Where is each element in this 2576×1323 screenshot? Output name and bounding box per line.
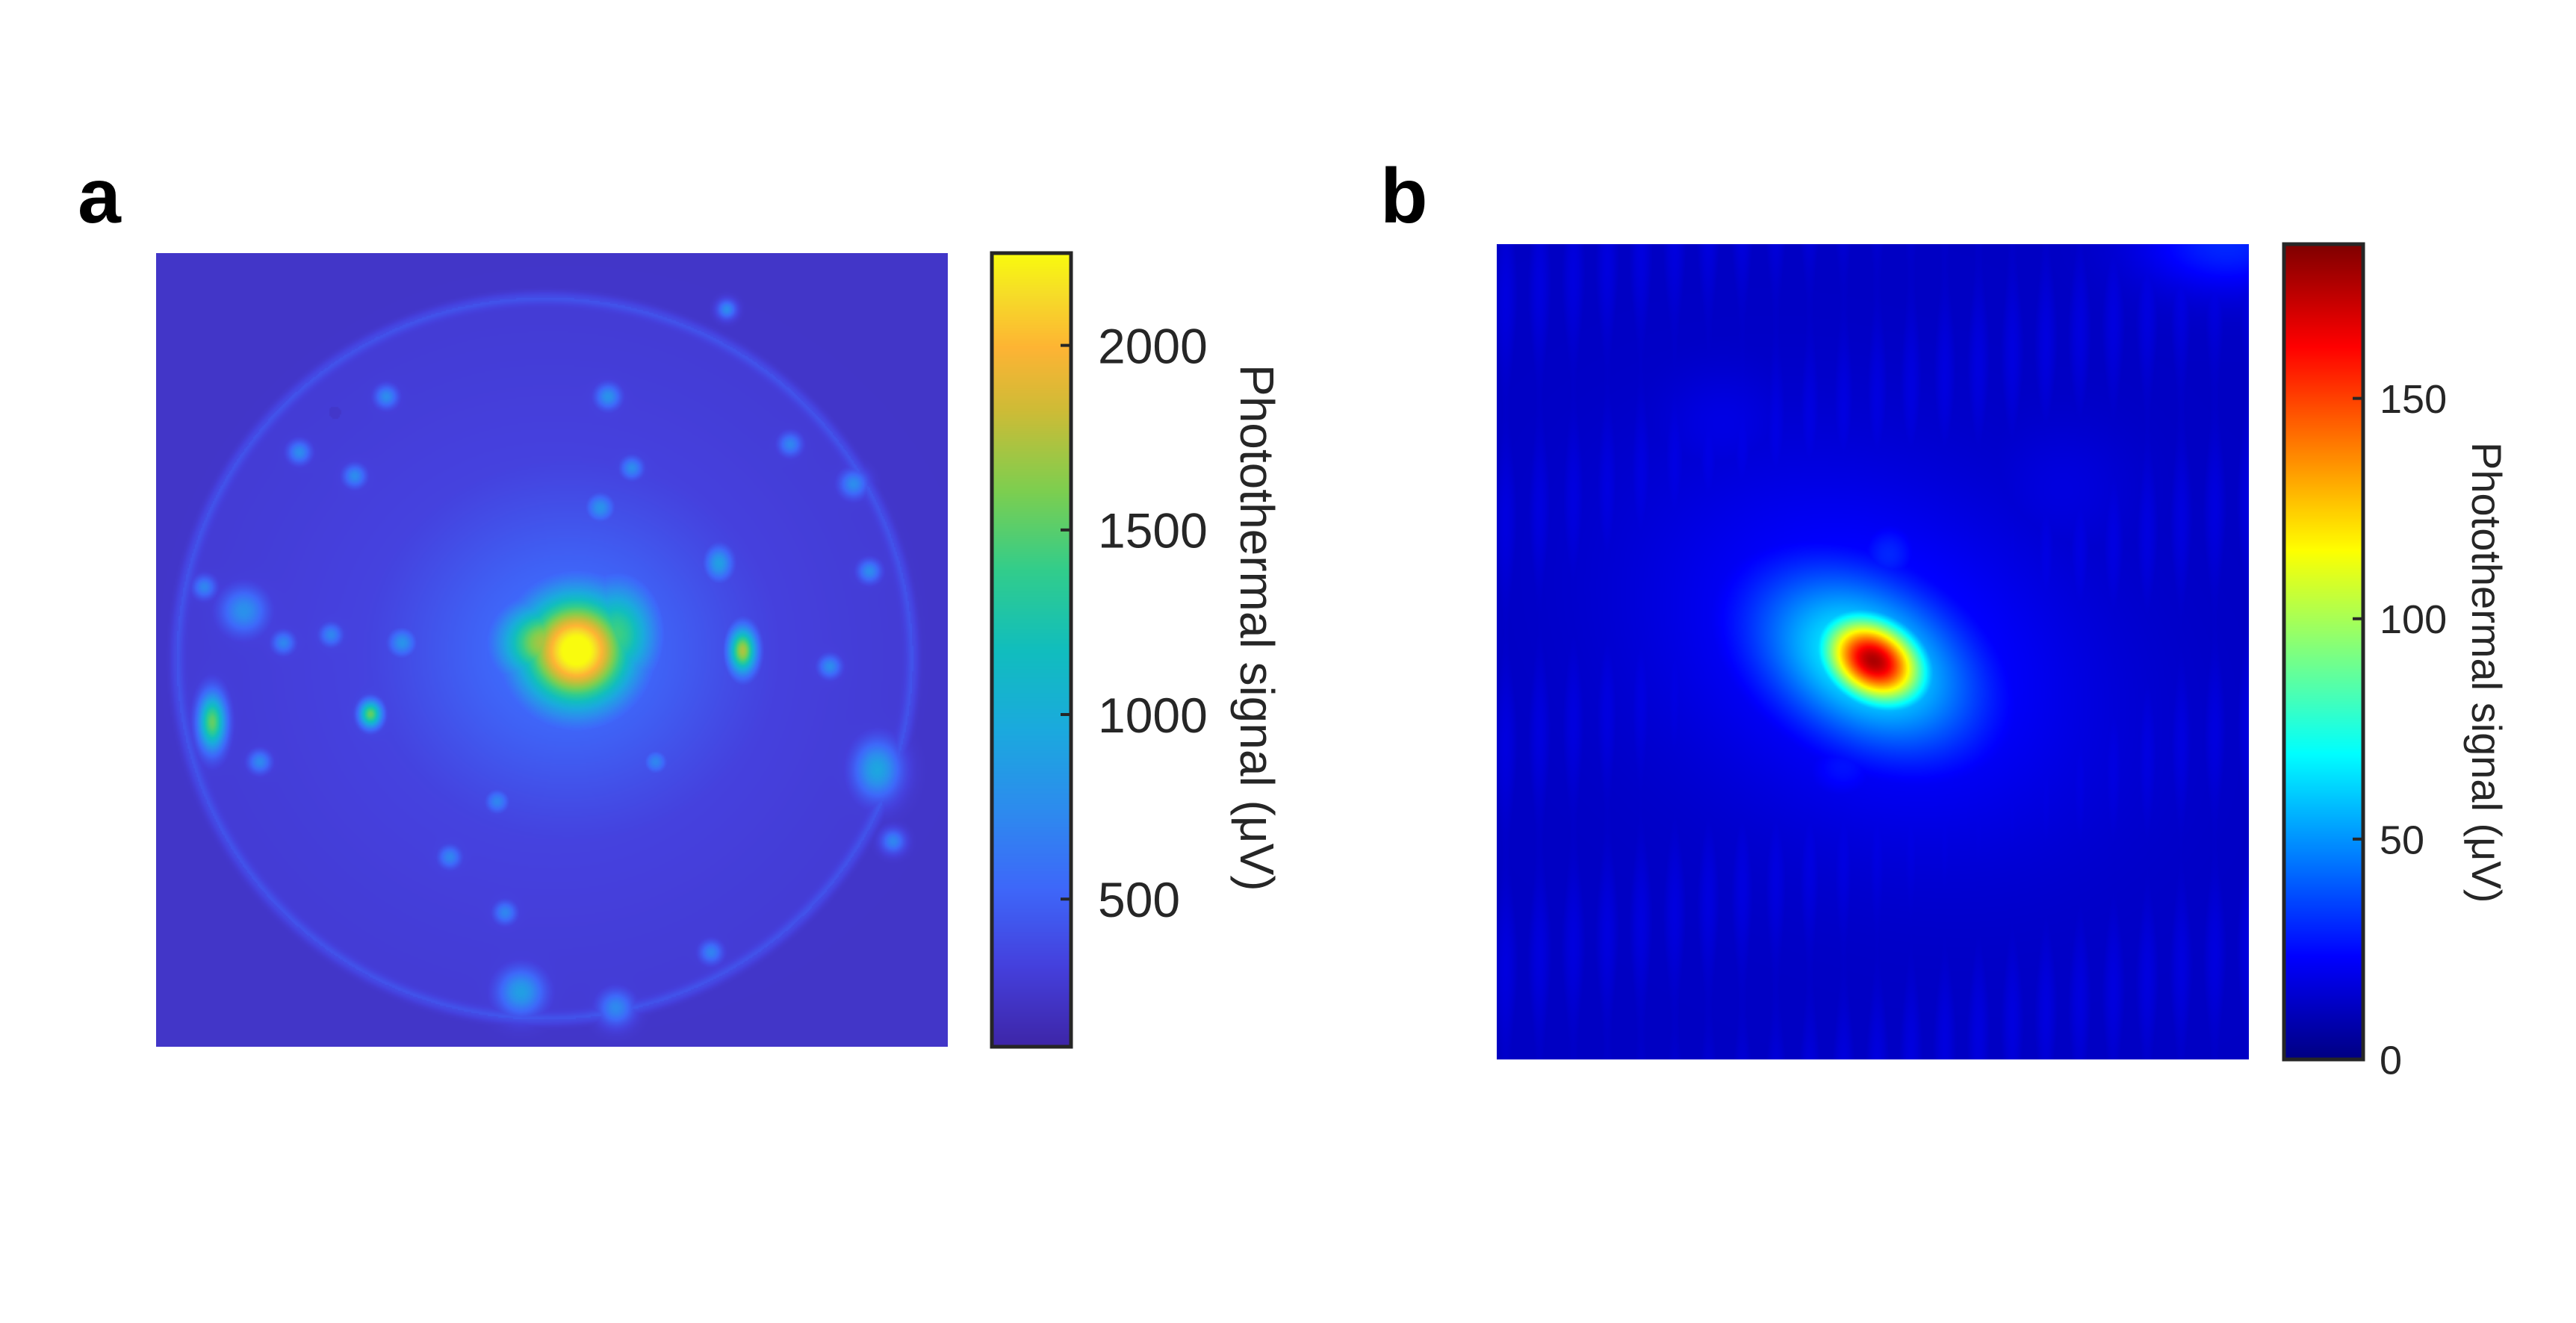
colorbar-tick-label: 100	[2380, 597, 2447, 642]
colorbar-a-frame	[990, 251, 1073, 1049]
panel-label-a: a	[78, 153, 122, 240]
colorbar-tick-label: 50	[2380, 818, 2424, 862]
colorbar-tick-label: 1500	[1098, 503, 1208, 558]
heatmap-b	[1497, 244, 2249, 1059]
panel-a: a 500 1000 1500 2000 Photothermal signal (μ…	[78, 153, 1284, 1049]
colorbar-b-label: Photothermal signal (μV)	[2463, 442, 2510, 903]
colorbar-b-frame	[2282, 242, 2365, 1062]
heatmap-a	[156, 253, 948, 1047]
colorbar-a-ticks: 500 1000 1500 2000	[1061, 318, 1208, 927]
panel-b: b 0 50 100 150 Photothermal signal (μV)	[1380, 153, 2510, 1083]
panel-label-b: b	[1380, 153, 1428, 240]
colorbar-tick-label: 0	[2380, 1038, 2402, 1083]
colorbar-tick-label: 500	[1098, 872, 1180, 927]
colorbar-b: 0 50 100 150 Photothermal signal (μV)	[2282, 242, 2510, 1083]
colorbar-a-label: Photothermal signal (μV)	[1230, 364, 1284, 891]
colorbar-a: 500 1000 1500 2000 Photothermal signal (μV)	[990, 251, 1284, 1049]
colorbar-tick-label: 1000	[1098, 688, 1208, 743]
colorbar-tick-label: 150	[2380, 377, 2447, 422]
colorbar-b-ticks: 0 50 100 150	[2353, 377, 2447, 1083]
colorbar-tick-label: 2000	[1098, 318, 1208, 373]
